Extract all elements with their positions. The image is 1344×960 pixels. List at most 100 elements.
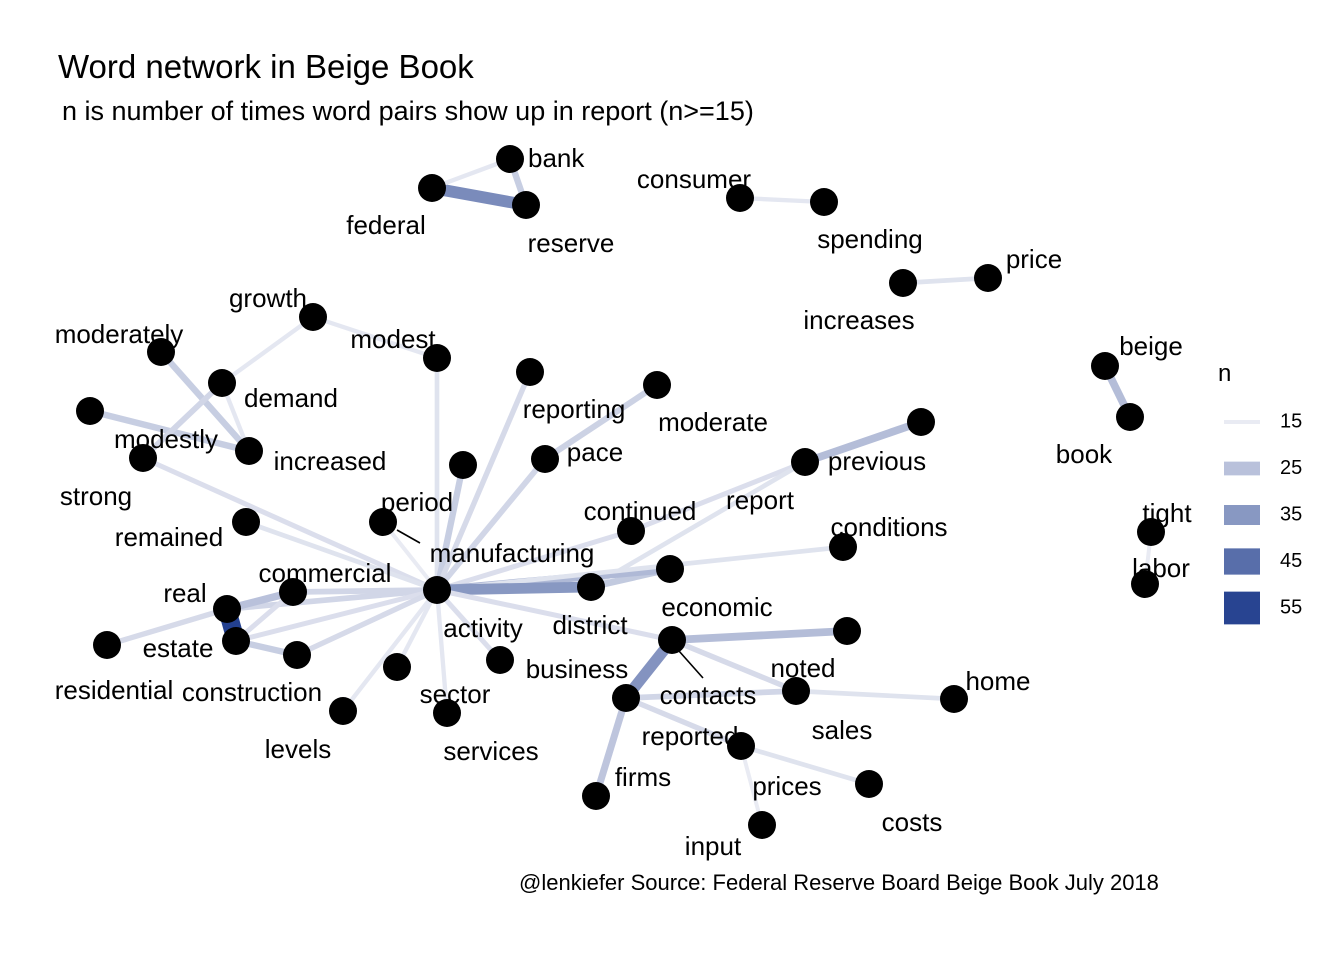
edge-activity-services [434,589,450,714]
node-modestly [76,397,104,425]
node-prices [727,732,755,760]
node-increases [889,269,917,297]
node-label-sector: sector [420,679,491,709]
node-reserve [512,191,540,219]
node-label-federal: federal [346,210,426,240]
edge-activity-sector [395,588,439,669]
node-period [369,508,397,536]
node-label-prices: prices [752,771,821,801]
node-spending [810,188,838,216]
node-sector [383,653,411,681]
edge-activity-real [226,587,438,612]
node-economic [656,555,684,583]
node-layer [76,145,1165,839]
edge-growth-modest [312,314,438,361]
node-costs [855,770,883,798]
node-moderately [147,338,175,366]
node-price [974,264,1002,292]
node-label-services: services [443,736,538,766]
edge-home-sales [795,688,955,702]
node-noted [833,617,861,645]
node-label-increases: increases [803,305,914,335]
edge-continued-activity [436,528,632,593]
node-label-construction: construction [182,677,322,707]
node-reported [612,684,640,712]
node-bank [496,145,524,173]
node-input [748,811,776,839]
node-construction [283,641,311,669]
edge-contacts-sales [670,637,798,694]
node-sales [782,677,810,705]
node-district [577,573,605,601]
node-report [791,448,819,476]
node-increased [235,437,263,465]
node-label-moderate: moderate [658,407,768,437]
edge-strong-activity [141,455,439,593]
node-strong [129,444,157,472]
edge-remained-activity [245,519,438,593]
edge-activity-contacts [436,587,673,643]
node-label-spending: spending [817,224,923,254]
edge-reported-firms [592,696,630,798]
node-home [940,685,968,713]
edge-manufacturing-activity [433,464,467,591]
leader-line-contacts [678,650,704,679]
node-label-conditions: conditions [830,512,947,542]
caption: @lenkiefer Source: Federal Reserve Board… [519,870,1159,895]
node-label-home: home [965,666,1030,696]
node-labor [1131,570,1159,598]
node-label-continued: continued [584,496,697,526]
edge-reported-sales [625,688,797,701]
node-label-modestly: modestly [114,424,218,454]
edge-layer [89,156,1153,826]
node-modest [423,344,451,372]
node-business [486,646,514,674]
edge-activity-levels [341,588,439,713]
edge-activity-district [436,581,592,596]
edge-activity-estate [235,587,438,644]
edge-reported-prices [624,695,743,749]
leader-line-period [396,529,421,544]
edge-consumer-spending [739,195,825,205]
edge-period-activity [381,520,439,592]
edge-prices-costs [740,743,870,787]
chart-subtitle: n is number of times word pairs show up … [62,96,754,126]
node-label-contacts: contacts [660,680,757,710]
node-label-real: real [163,578,206,608]
chart-title: Word network in Beige Book [58,48,474,85]
node-beige [1091,352,1119,380]
edge-report-district [589,459,807,590]
node-label-beige: beige [1119,331,1183,361]
node-continued [617,517,645,545]
node-label-tight: tight [1142,498,1192,528]
node-tight [1137,518,1165,546]
edge-activity-conditions [436,544,844,593]
node-label-levels: levels [265,734,331,764]
node-residential [93,631,121,659]
node-label-estate: estate [143,633,214,663]
node-label-reporting: reporting [523,394,626,424]
node-pace [531,445,559,473]
node-label-increased: increased [274,446,387,476]
node-label-demand: demand [244,383,338,413]
edge-activity-construction [295,587,439,658]
node-book [1116,403,1144,431]
node-moderate [643,371,671,399]
legend-title: n [1218,360,1232,387]
node-contacts [658,626,686,654]
node-label-residential: residential [55,675,174,705]
node-activity [423,576,451,604]
node-label-report: report [726,485,795,515]
node-federal [418,174,446,202]
node-consumer [726,184,754,212]
leader-line-layer [396,529,704,679]
node-label-pace: pace [567,437,623,467]
node-label-economic: economic [661,592,772,622]
node-estate [222,627,250,655]
node-manufacturing [449,451,477,479]
node-label-noted: noted [770,653,835,683]
node-remained [232,508,260,536]
edge-pace-activity [434,457,548,592]
edge-activity-business [435,588,502,662]
